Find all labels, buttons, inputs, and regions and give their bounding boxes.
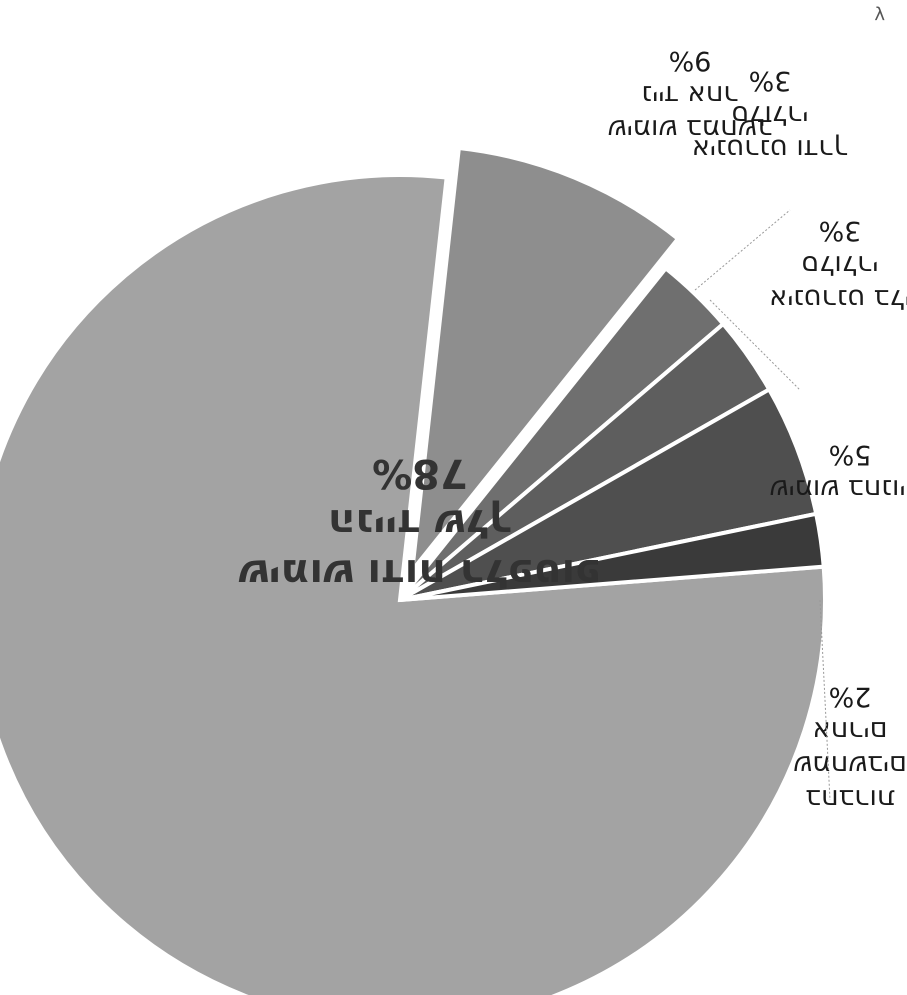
slice-label-4: שימוש בחנויות5% <box>769 439 907 504</box>
pie-slice-1 <box>409 145 681 578</box>
pie-slice-5 <box>399 511 826 602</box>
slice-label-3: אינטרנט בליסלולרי3% <box>769 215 907 314</box>
slice-label-5: בחברותשמחשביםאחרים2% <box>793 681 907 814</box>
slice-labels: שימוש ודוח רלפטופהנייד שלך78% שימוש במחשב… <box>238 45 907 814</box>
slice-label-0: שימוש ודוח רלפטופהנייד שלך78% <box>238 450 601 596</box>
leader-line-1 <box>709 299 801 391</box>
leader-line-0 <box>819 599 831 801</box>
pie-slice-0 <box>0 173 827 995</box>
corner-mark: λ <box>874 4 885 25</box>
slice-label-2: אינטרנט ודרךסלולרי3% <box>692 65 848 164</box>
pie-slices <box>0 145 827 995</box>
slice-label-1: שימוש במחשבנייד אחר9% <box>608 45 773 144</box>
leader-line-2 <box>694 209 791 291</box>
